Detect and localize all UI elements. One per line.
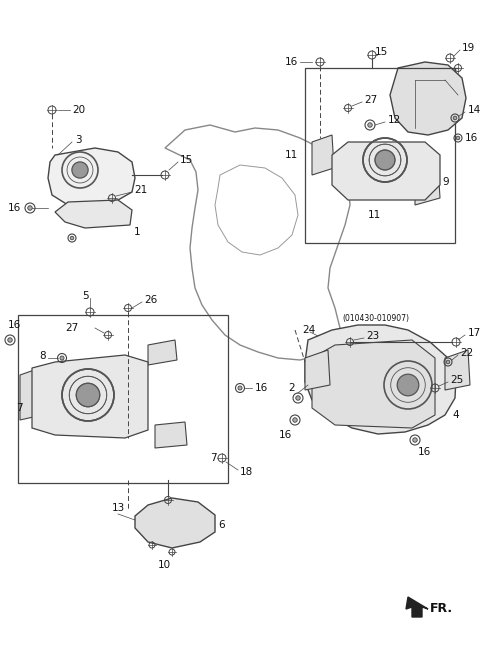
Circle shape xyxy=(60,356,64,360)
Text: 20: 20 xyxy=(72,105,85,115)
Text: 7: 7 xyxy=(210,453,216,463)
Polygon shape xyxy=(312,135,334,175)
Text: 19: 19 xyxy=(462,43,475,53)
Text: 16: 16 xyxy=(285,57,298,67)
Text: 16: 16 xyxy=(279,430,292,440)
Text: FR.: FR. xyxy=(430,602,453,615)
Polygon shape xyxy=(20,368,42,420)
Polygon shape xyxy=(48,148,135,205)
Circle shape xyxy=(446,360,450,364)
Text: 16: 16 xyxy=(8,203,21,213)
Text: 21: 21 xyxy=(134,185,147,195)
Text: 15: 15 xyxy=(375,47,388,57)
Circle shape xyxy=(296,396,300,400)
Circle shape xyxy=(70,236,74,240)
Circle shape xyxy=(375,150,395,170)
Text: 18: 18 xyxy=(240,467,253,477)
Polygon shape xyxy=(55,200,132,228)
Text: 16: 16 xyxy=(418,447,431,457)
Text: 23: 23 xyxy=(366,331,379,341)
Circle shape xyxy=(375,150,395,170)
Text: 12: 12 xyxy=(388,115,401,125)
Bar xyxy=(18,315,228,483)
Circle shape xyxy=(456,136,460,140)
Circle shape xyxy=(72,162,88,178)
Polygon shape xyxy=(32,355,148,438)
Text: 27: 27 xyxy=(364,95,377,105)
Text: 16: 16 xyxy=(255,383,268,393)
Circle shape xyxy=(453,116,457,120)
Text: 25: 25 xyxy=(450,375,463,385)
Text: 16: 16 xyxy=(465,133,478,143)
Text: 7: 7 xyxy=(16,403,23,413)
Bar xyxy=(305,68,455,243)
Text: 1: 1 xyxy=(134,227,141,237)
Text: 17: 17 xyxy=(468,328,480,338)
Circle shape xyxy=(28,206,32,211)
Text: 13: 13 xyxy=(112,503,125,513)
Text: 11: 11 xyxy=(285,150,298,160)
Text: 9: 9 xyxy=(442,177,449,187)
Text: 10: 10 xyxy=(158,560,171,570)
Polygon shape xyxy=(312,340,435,428)
Text: 15: 15 xyxy=(180,155,193,165)
Polygon shape xyxy=(445,350,470,390)
Text: 6: 6 xyxy=(218,520,225,530)
Text: 16: 16 xyxy=(8,320,21,330)
Polygon shape xyxy=(155,422,187,448)
Polygon shape xyxy=(135,498,215,548)
Polygon shape xyxy=(148,340,177,365)
Text: (010430-010907): (010430-010907) xyxy=(342,314,409,323)
Circle shape xyxy=(368,123,372,127)
Text: 11: 11 xyxy=(368,210,381,220)
Text: 26: 26 xyxy=(144,295,157,305)
Circle shape xyxy=(8,338,12,342)
Circle shape xyxy=(293,418,297,422)
Polygon shape xyxy=(332,142,440,200)
Circle shape xyxy=(76,383,100,407)
Polygon shape xyxy=(415,165,440,205)
Polygon shape xyxy=(390,62,466,135)
Text: 5: 5 xyxy=(82,291,89,301)
Text: 2: 2 xyxy=(288,383,295,393)
Text: 22: 22 xyxy=(460,348,473,358)
Polygon shape xyxy=(305,325,456,434)
Polygon shape xyxy=(406,597,428,617)
Circle shape xyxy=(76,383,100,407)
Polygon shape xyxy=(305,350,330,390)
Text: 3: 3 xyxy=(75,135,82,145)
Text: 8: 8 xyxy=(39,351,46,361)
Text: 27: 27 xyxy=(65,323,78,333)
Text: 4: 4 xyxy=(452,410,458,420)
Text: 14: 14 xyxy=(468,105,480,115)
Circle shape xyxy=(413,438,417,442)
Circle shape xyxy=(397,374,419,396)
Text: 24: 24 xyxy=(302,325,315,335)
Circle shape xyxy=(238,386,242,390)
